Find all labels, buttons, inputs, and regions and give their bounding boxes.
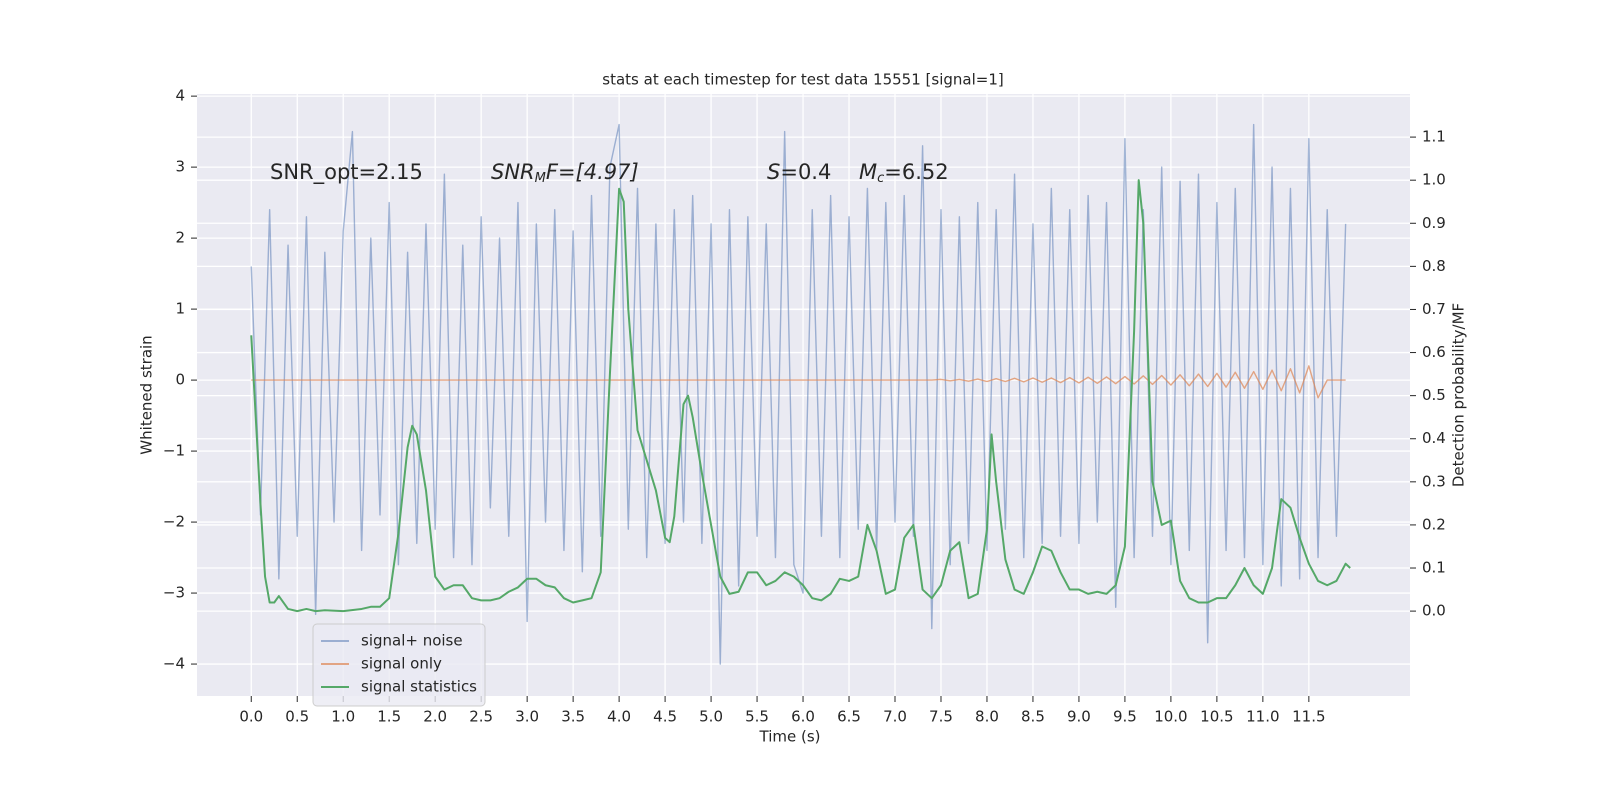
y-tick-label: −4	[163, 655, 185, 673]
y2-tick-label: 0.1	[1422, 559, 1446, 577]
x-tick-label: 8.0	[975, 708, 999, 726]
y-tick-label: 3	[175, 158, 185, 176]
x-tick-label: 3.0	[515, 708, 539, 726]
annotation-text: =6.52	[884, 160, 948, 184]
x-tick-label: 5.5	[745, 708, 769, 726]
x-tick-label: 3.5	[561, 708, 585, 726]
annotation: SNR_opt=2.15	[270, 160, 423, 185]
annotation-text: =0.4	[780, 160, 831, 184]
legend-label: signal only	[361, 655, 442, 673]
data-marks	[250, 123, 1351, 665]
axes: 0.0 0.5 1.0 1.5 2.0 2.5 3.0 3.5 4.0 4.5 5.0 5.5 6.0 6…	[163, 87, 1446, 726]
x-tick-label: 0.0	[239, 708, 263, 726]
y2-tick-label: 0.5	[1422, 386, 1446, 404]
y-tick-label: 1	[175, 300, 185, 318]
x-tick-label: 4.5	[653, 708, 677, 726]
y2-tick-label: 0.7	[1422, 300, 1446, 318]
x-tick-label: 5.0	[699, 708, 723, 726]
y2-tick-label: 0.9	[1422, 214, 1446, 232]
y2-tick-label: 1.0	[1422, 171, 1446, 189]
y2-tick-label: 0.2	[1422, 515, 1446, 533]
legend-label: signal statistics	[361, 678, 477, 696]
y2-axis-label: Detection probability/MF	[1450, 303, 1468, 487]
x-tick-label: 2.5	[469, 708, 493, 726]
y-axis-label: Whitened strain	[138, 335, 156, 454]
annotation-subscript: c	[877, 171, 884, 186]
x-tick-label: 7.0	[883, 708, 907, 726]
x-tick-label: 10.5	[1200, 708, 1233, 726]
x-tick-label: 2.0	[423, 708, 447, 726]
x-tick-label: 11.5	[1292, 708, 1325, 726]
y-tick-label: 4	[175, 87, 185, 105]
series-line	[250, 123, 1347, 665]
y-tick-label: 2	[175, 229, 185, 247]
x-tick-label: 1.5	[377, 708, 401, 726]
x-tick-label: 9.5	[1113, 708, 1137, 726]
annotation: Mc=6.52	[859, 160, 949, 186]
annotation: SNRMF=[4.97]	[491, 160, 639, 186]
y2-tick-label: 0.0	[1422, 602, 1446, 620]
annotation-text: SNR	[491, 160, 535, 184]
x-tick-label: 11.0	[1246, 708, 1279, 726]
series-line	[250, 179, 1351, 613]
legend: signal+ noise signal only signal statistic…	[312, 623, 486, 707]
x-tick-label: 6.5	[837, 708, 861, 726]
annotation-text: S	[767, 160, 780, 184]
x-axis-label: Time (s)	[759, 728, 821, 746]
y2-tick-label: 0.3	[1422, 472, 1446, 490]
x-tick-label: 8.5	[1021, 708, 1045, 726]
legend-label: signal+ noise	[361, 632, 463, 650]
y2-tick-label: 0.4	[1422, 429, 1446, 447]
x-tick-label: 4.0	[607, 708, 631, 726]
annotation-text: SNR_opt=2.15	[270, 160, 423, 185]
x-tick-label: 9.0	[1067, 708, 1091, 726]
series-line	[251, 365, 1346, 399]
y-tick-label: −3	[163, 584, 185, 602]
y2-tick-label: 0.6	[1422, 343, 1446, 361]
annotation-text: M	[859, 160, 877, 184]
legend-box	[312, 623, 486, 707]
x-tick-label: 10.0	[1154, 708, 1187, 726]
chart-title: stats at each timestep for test data 155…	[602, 71, 1003, 89]
x-tick-label: 0.5	[285, 708, 309, 726]
y2-tick-label: 1.1	[1422, 128, 1446, 146]
annotation: S=0.4	[767, 160, 831, 184]
x-tick-label: 7.5	[929, 708, 953, 726]
annotation-text: F=[4.97]	[546, 160, 639, 184]
x-tick-label: 6.0	[791, 708, 815, 726]
y-tick-label: −2	[163, 513, 185, 531]
annotation-subscript: M	[535, 171, 546, 186]
y-tick-label: 0	[175, 371, 185, 389]
x-tick-label: 1.0	[331, 708, 355, 726]
y2-tick-label: 0.8	[1422, 257, 1446, 275]
y-tick-label: −1	[163, 442, 185, 460]
